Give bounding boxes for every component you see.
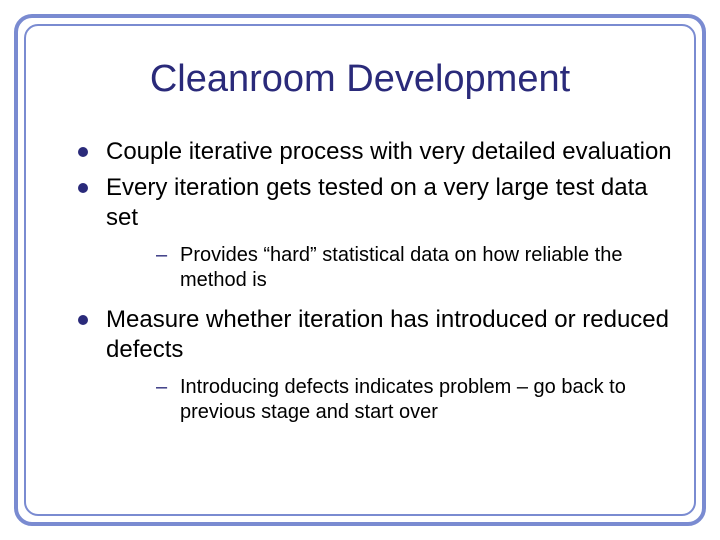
sub-bullet-list: Provides “hard” statistical data on how … xyxy=(106,243,680,293)
slide-title: Cleanroom Development xyxy=(40,58,680,101)
bullet-item: Every iteration gets tested on a very la… xyxy=(78,173,680,293)
bullet-text: Measure whether iteration has introduced… xyxy=(106,306,669,363)
bullet-text: Every iteration gets tested on a very la… xyxy=(106,174,648,231)
sub-bullet-text: Provides “hard” statistical data on how … xyxy=(180,244,622,291)
sub-bullet-item: Provides “hard” statistical data on how … xyxy=(156,243,680,293)
sub-bullet-text: Introducing defects indicates problem – … xyxy=(180,376,626,423)
slide-content: Cleanroom Development Couple iterative p… xyxy=(40,40,680,437)
bullet-text: Couple iterative process with very detai… xyxy=(106,138,672,165)
bullet-item: Measure whether iteration has introduced… xyxy=(78,305,680,425)
bullet-list: Couple iterative process with very detai… xyxy=(40,137,680,425)
sub-bullet-item: Introducing defects indicates problem – … xyxy=(156,375,680,425)
bullet-item: Couple iterative process with very detai… xyxy=(78,137,680,167)
sub-bullet-list: Introducing defects indicates problem – … xyxy=(106,375,680,425)
